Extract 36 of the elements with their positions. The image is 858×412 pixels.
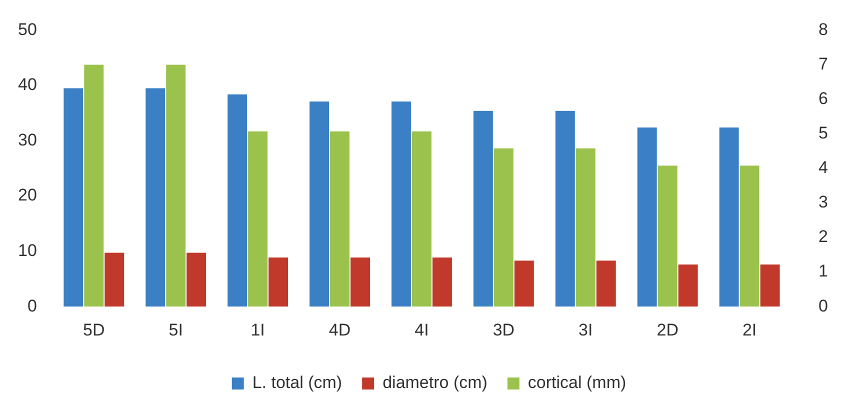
bar [760,264,780,307]
bar [596,260,616,307]
x-tick-label: 5D [83,320,105,340]
legend-label: cortical (mm) [528,373,626,392]
y2-tick-label: 8 [818,20,828,39]
y-tick-label: 40 [18,75,37,94]
y-tick-label: 10 [18,241,37,260]
bar [350,258,370,307]
y-tick-label: 30 [18,130,37,150]
y2-tick-label: 3 [818,192,828,212]
bar [104,252,124,307]
y2-tick-label: 1 [818,262,828,281]
legend-label: diametro (cm) [382,373,488,392]
y2-tick-label: 4 [818,158,828,178]
y-tick-label: 50 [18,20,37,39]
bar [514,260,534,307]
x-tick-label: 3I [578,320,593,340]
bar [432,258,452,307]
x-tick-label: 4I [414,320,429,340]
y2-tick-label: 5 [818,124,828,143]
bar [678,264,698,307]
y-tick-label: 0 [27,296,37,316]
x-tick-label: 2I [742,320,757,340]
bar [186,252,206,307]
legend-label: L. total (cm) [252,373,342,392]
y2-tick-label: 6 [818,88,828,108]
y2-tick-label: 2 [818,227,828,246]
x-tick-label: 3D [492,320,515,340]
x-tick-label: 1I [250,320,265,340]
x-tick-label: 5I [168,320,183,340]
x-tick-label: 4D [328,320,351,340]
y-tick-label: 20 [18,186,37,205]
y2-tick-label: 0 [818,296,828,316]
y2-tick-label: 7 [818,54,828,74]
bar [268,258,288,307]
x-tick-label: 2D [656,320,678,340]
